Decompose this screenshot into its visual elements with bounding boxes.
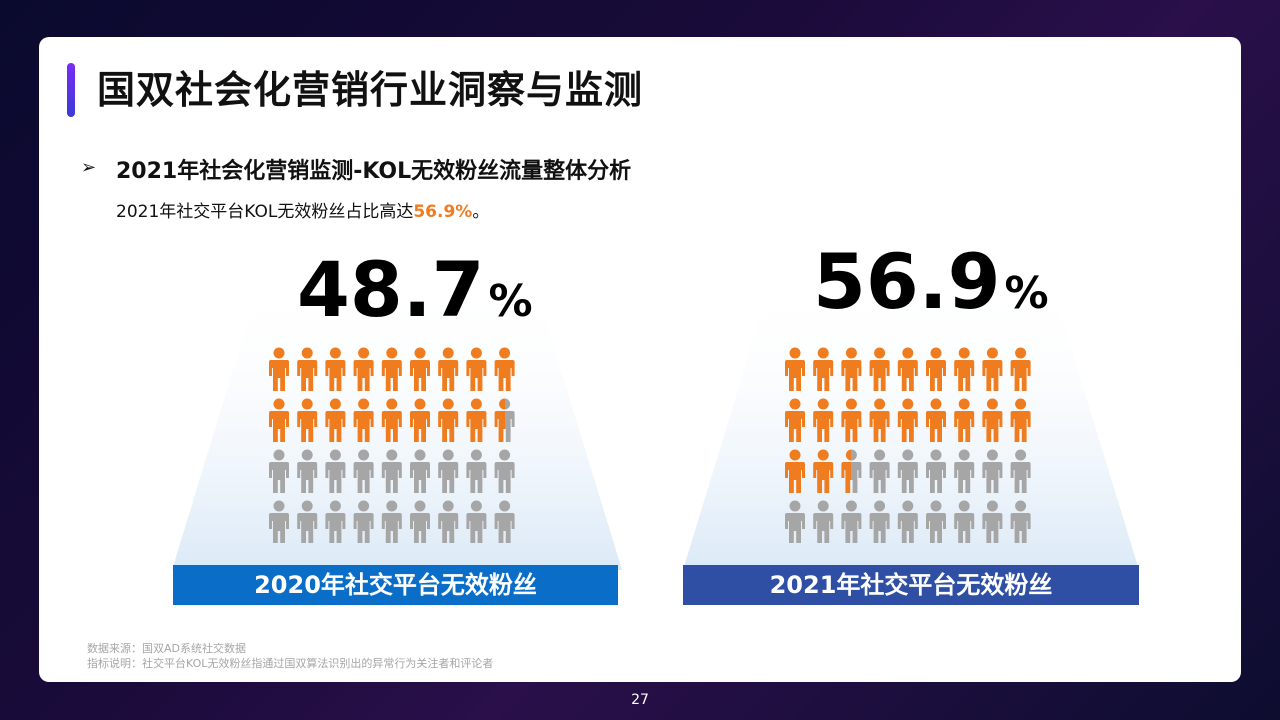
summary-prefix: 2021年社交平台KOL无效粉丝占比高达 (116, 202, 414, 222)
person-icon (785, 347, 805, 391)
person-icon (841, 500, 862, 543)
person-icon (494, 500, 515, 543)
person-icon (954, 500, 975, 543)
person-icon (410, 500, 430, 543)
person-icon (297, 398, 318, 442)
person-icon (438, 449, 459, 493)
person-icon (897, 449, 918, 493)
person-icon (813, 398, 834, 442)
value-2021-percent-sign: % (1004, 268, 1049, 319)
person-icon (897, 500, 918, 543)
person-icon (982, 398, 1003, 442)
person-icon (494, 449, 515, 493)
person-icon (381, 500, 402, 543)
person-icon (897, 398, 918, 442)
person-icon (494, 347, 515, 391)
person-icon (869, 398, 890, 442)
person-icon (869, 500, 890, 543)
summary-suffix: 。 (472, 202, 490, 222)
person-icon (297, 500, 318, 543)
pictogram-2020 (269, 347, 515, 543)
person-icon (381, 449, 402, 493)
person-icon (869, 347, 890, 391)
person-icon (869, 449, 890, 493)
person-icon (353, 398, 374, 442)
person-icon (297, 449, 318, 493)
person-icon (438, 500, 459, 543)
person-icon (926, 500, 946, 543)
person-icon (1010, 500, 1031, 543)
person-icon (926, 449, 946, 493)
title-accent-bar (67, 63, 75, 117)
value-2020-percent-sign: % (488, 276, 533, 327)
person-icon (381, 398, 402, 442)
value-2021-number: 56.9 (813, 237, 1001, 326)
person-icon (926, 347, 946, 391)
person-icon (494, 398, 515, 442)
person-icon (438, 347, 459, 391)
person-icon (410, 347, 430, 391)
page-title: 国双社会化营销行业洞察与监测 (97, 68, 644, 112)
person-icon (466, 398, 487, 442)
value-2021: 56.9% (813, 237, 1049, 326)
person-icon (269, 449, 289, 493)
metric-note: 指标说明：社交平台KOL无效粉丝指通过国双算法识别出的异常行为关注者和评论者 (87, 657, 494, 670)
person-icon (353, 347, 374, 391)
arrow-bullet-icon: ➢ (81, 157, 97, 178)
person-icon (1010, 449, 1031, 493)
person-icon (325, 449, 346, 493)
section-subtitle: 2021年社会化营销监测-KOL无效粉丝流量整体分析 (116, 159, 632, 184)
person-icon (269, 347, 289, 391)
person-icon (841, 449, 862, 493)
person-icon (954, 449, 975, 493)
person-icon (410, 398, 430, 442)
label-bar-2020: 2020年社交平台无效粉丝 (173, 565, 618, 605)
person-icon (438, 398, 459, 442)
person-icon (269, 398, 289, 442)
person-icon (325, 398, 346, 442)
person-icon (926, 398, 946, 442)
person-icon (297, 347, 318, 391)
person-icon (813, 449, 834, 493)
person-icon (954, 347, 975, 391)
page-number: 27 (631, 692, 649, 708)
person-icon (410, 449, 430, 493)
person-icon (982, 347, 1003, 391)
value-2020: 48.7% (297, 245, 533, 334)
person-icon (785, 449, 805, 493)
person-icon (813, 347, 834, 391)
person-icon (954, 398, 975, 442)
person-icon (982, 449, 1003, 493)
person-icon (785, 398, 805, 442)
slide-card: 国双社会化营销行业洞察与监测 ➢ 2021年社会化营销监测-KOL无效粉丝流量整… (39, 37, 1241, 682)
person-icon (353, 500, 374, 543)
person-icon (1010, 398, 1031, 442)
person-icon (325, 347, 346, 391)
data-source-note: 数据来源：国双AD系统社交数据 (87, 642, 246, 655)
person-icon (982, 500, 1003, 543)
label-bar-2021: 2021年社交平台无效粉丝 (683, 565, 1139, 605)
pictogram-2021 (785, 347, 1031, 543)
summary-text: 2021年社交平台KOL无效粉丝占比高达56.9%。 (116, 197, 489, 222)
person-icon (381, 347, 402, 391)
person-icon (353, 449, 374, 493)
person-icon (466, 449, 487, 493)
person-icon (813, 500, 834, 543)
person-icon (466, 500, 487, 543)
person-icon (466, 347, 487, 391)
person-icon (841, 398, 862, 442)
footnotes: 数据来源：国双AD系统社交数据 指标说明：社交平台KOL无效粉丝指通过国双算法识… (87, 641, 493, 671)
person-icon (325, 500, 346, 543)
person-icon (269, 500, 289, 543)
person-icon (841, 347, 862, 391)
person-icon (785, 500, 805, 543)
value-2020-number: 48.7 (297, 245, 485, 334)
person-icon (897, 347, 918, 391)
person-icon (1010, 347, 1031, 391)
summary-highlight: 56.9% (413, 202, 473, 222)
